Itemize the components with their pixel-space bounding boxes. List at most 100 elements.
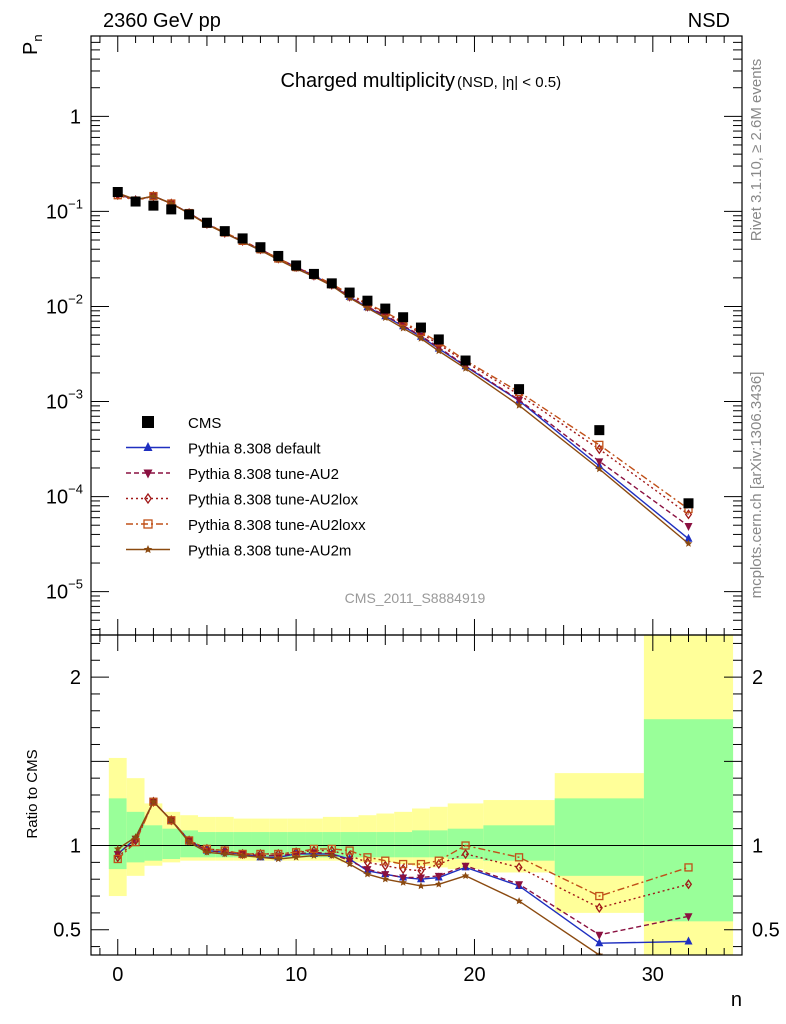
ratio-band-inner <box>376 832 395 858</box>
legend-marker <box>144 492 152 505</box>
data-point <box>255 242 266 253</box>
ratio-band-inner <box>108 798 127 870</box>
main-data-cms <box>112 186 694 509</box>
main-series-point <box>684 539 693 547</box>
ratio-series-point <box>221 849 229 858</box>
ratio-band-inner <box>447 828 484 859</box>
ratio-series-point <box>203 848 211 856</box>
ratio-series-point <box>345 846 354 855</box>
ratio-series-point <box>310 851 318 859</box>
ratio-series-point <box>399 878 407 886</box>
rivet-label: Rivet 3.1.10, ≥ 2.6M events <box>748 59 765 242</box>
legend-item: Pythia 8.308 tune-AU2loxx <box>126 517 366 534</box>
main-series-point <box>399 324 407 332</box>
legend-marker <box>143 442 153 451</box>
main-series-line <box>117 193 689 540</box>
ratio-bands <box>108 635 734 955</box>
legend-item: Pythia 8.308 tune-AU2lox <box>126 492 359 509</box>
ratio-series-point <box>398 859 408 869</box>
ratio-series-point <box>434 856 443 865</box>
ratio-band-inner <box>412 830 430 858</box>
legend-marker <box>143 519 153 529</box>
ratio-band-inner <box>483 825 555 861</box>
ratio-series-point <box>417 865 425 876</box>
ratio-series-point <box>461 862 470 871</box>
ratio-band-inner <box>394 832 413 858</box>
data-point <box>308 268 319 279</box>
ratio-series-point <box>131 833 140 841</box>
data-point <box>184 209 195 220</box>
ratio-series-point <box>515 862 523 873</box>
legend-label: CMS <box>188 415 221 432</box>
legend-item: Pythia 8.308 tune-AU2 <box>126 466 339 483</box>
ratio-series-point <box>595 902 603 913</box>
ratio-series-point <box>595 931 604 940</box>
data-point <box>291 260 302 271</box>
ratio-series-point <box>595 938 604 947</box>
main-ylabel: Pn <box>20 34 45 55</box>
main-series-line <box>117 194 689 510</box>
ratio-series-point <box>435 880 443 888</box>
ratio-ylabel: Ratio to CMS <box>24 749 41 838</box>
data-point <box>460 355 471 366</box>
legend-label: Pythia 8.308 tune-AU2loxx <box>188 517 366 534</box>
legend-label: Pythia 8.308 tune-AU2 <box>188 466 339 483</box>
ratio-axes: 0 10 20 30 0.5 0.5 1 1 2 2 <box>53 634 780 986</box>
analysis-id: CMS_2011_S8884919 <box>345 590 486 606</box>
main-series-point <box>435 347 443 355</box>
ratio-series-point <box>416 859 426 869</box>
ratio-y-tick-label-right: 2 <box>752 667 763 689</box>
data-point <box>344 287 355 298</box>
data-point <box>219 226 230 237</box>
main-title: Charged multiplicity <box>280 70 455 92</box>
data-point <box>166 204 177 215</box>
ratio-y-tick-label: 2 <box>70 667 81 689</box>
ratio-series-point <box>461 848 470 860</box>
main-y-tick-label: 10−5 <box>46 577 83 604</box>
data-point <box>237 233 248 244</box>
ratio-y-tick-label-right: 0.5 <box>752 920 780 942</box>
ratio-y-tick-label: 1 <box>70 836 81 858</box>
ratio-series-point <box>292 853 300 861</box>
main-series-point <box>417 334 425 342</box>
legend-label: Pythia 8.308 tune-AU2m <box>188 543 351 560</box>
ratio-series-point <box>515 897 523 905</box>
main-series-point <box>515 396 524 405</box>
ratio-series-point <box>238 849 247 859</box>
energy-label: 2360 GeV pp <box>103 10 221 32</box>
main-series-point <box>363 304 372 312</box>
ratio-x-tick-label: 30 <box>642 964 664 986</box>
ratio-series-point <box>595 891 604 901</box>
ratio-band-inner <box>554 798 644 876</box>
legend-label: Pythia 8.308 tune-AU2lox <box>188 492 359 509</box>
ratio-series-point <box>434 872 443 881</box>
ratio-series-point <box>435 858 443 870</box>
ratio-series-point <box>363 870 372 878</box>
ratio-series-point <box>345 860 354 868</box>
ratio-band-inner <box>429 830 448 858</box>
data-point <box>112 186 123 197</box>
ratio-series-point <box>328 851 336 859</box>
data-point <box>594 425 605 436</box>
process-label: NSD <box>688 10 730 32</box>
data-point <box>683 498 694 509</box>
ratio-y-tick-label-right: 1 <box>752 836 763 858</box>
main-series-point <box>684 533 693 542</box>
main-series-point <box>149 192 158 200</box>
ratio-series-point <box>185 838 193 846</box>
ratio-series-line <box>117 800 689 897</box>
ratio-series-group <box>113 796 693 955</box>
ratio-series-point <box>363 866 372 875</box>
data-point <box>273 250 284 261</box>
legend-marker <box>143 469 153 479</box>
ratio-series-point <box>167 816 176 824</box>
ratio-band-inner <box>233 832 252 858</box>
data-point <box>201 217 212 228</box>
ratio-series-point <box>149 797 158 805</box>
data-point <box>514 384 525 395</box>
ratio-series-point <box>461 841 470 850</box>
main-series-point <box>515 401 523 409</box>
ratio-series-point <box>515 881 524 890</box>
ratio-series-point <box>684 936 693 945</box>
ratio-band-inner <box>251 832 270 858</box>
